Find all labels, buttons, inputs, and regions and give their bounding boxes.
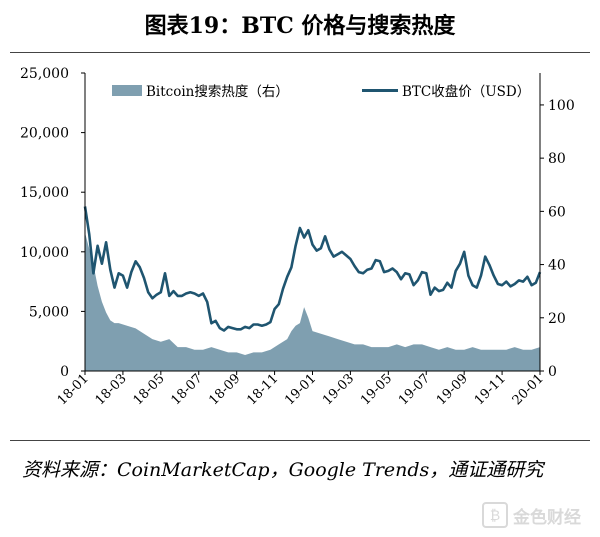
y-right-tick-label: 0	[548, 364, 557, 380]
chart: 0 5,000 10,000 15,000 20,000 25,000 0 20 40 60 80 1…	[20, 66, 575, 408]
price-line-layer	[83, 206, 542, 332]
x-tick-label: 18-03	[93, 371, 130, 408]
x-tick-label: 19-09	[434, 371, 471, 408]
x-tick-label: 19-05	[358, 371, 395, 408]
y-left-tick-label: 5,000	[29, 304, 69, 320]
y-left-tick-label: 10,000	[20, 245, 69, 261]
series-search-area	[85, 232, 540, 371]
y-right-tick-label: 100	[548, 98, 575, 114]
y-right-tick-label: 80	[548, 151, 566, 167]
y-right-tick-label: 40	[548, 258, 566, 274]
legend-swatch-search	[112, 85, 142, 96]
x-tick-label: 20-01	[510, 371, 547, 408]
x-tick-label: 18-07	[168, 371, 205, 408]
x-tick-label: 18-05	[131, 371, 168, 408]
watermark: ₿ 金色财经	[482, 498, 592, 532]
search-area-layer	[85, 232, 540, 371]
x-tick-label: 19-03	[320, 371, 357, 408]
x-tick-label: 18-09	[206, 371, 243, 408]
logo-icon: ₿	[482, 502, 508, 528]
bottom-divider	[10, 440, 590, 441]
source-note: 资料来源：CoinMarketCap，Google Trends，通证通研究	[22, 459, 544, 481]
x-tick-label: 19-07	[396, 371, 433, 408]
y-left-tick-label: 20,000	[20, 126, 69, 142]
y-left-tick-label: 15,000	[20, 185, 69, 201]
y-left-tick-label: 25,000	[20, 66, 69, 82]
top-divider	[10, 52, 590, 53]
chart-title: 图表19：BTC 价格与搜索热度	[144, 13, 456, 39]
y-right-tick-label: 60	[548, 204, 566, 220]
x-tick-label: 19-01	[282, 371, 319, 408]
y-left-tick-label: 0	[60, 364, 69, 380]
watermark-text: 金色财经	[513, 507, 581, 528]
legend-label-price: BTC收盘价（USD）	[402, 83, 530, 100]
legend: Bitcoin搜索热度（右） BTC收盘价（USD）	[112, 83, 530, 100]
x-tick-label: 19-11	[472, 371, 509, 408]
legend-label-search: Bitcoin搜索热度（右）	[146, 84, 289, 100]
y-right-tick-label: 20	[548, 311, 566, 327]
series-price-line	[83, 206, 542, 332]
x-tick-label: 18-11	[244, 371, 281, 408]
